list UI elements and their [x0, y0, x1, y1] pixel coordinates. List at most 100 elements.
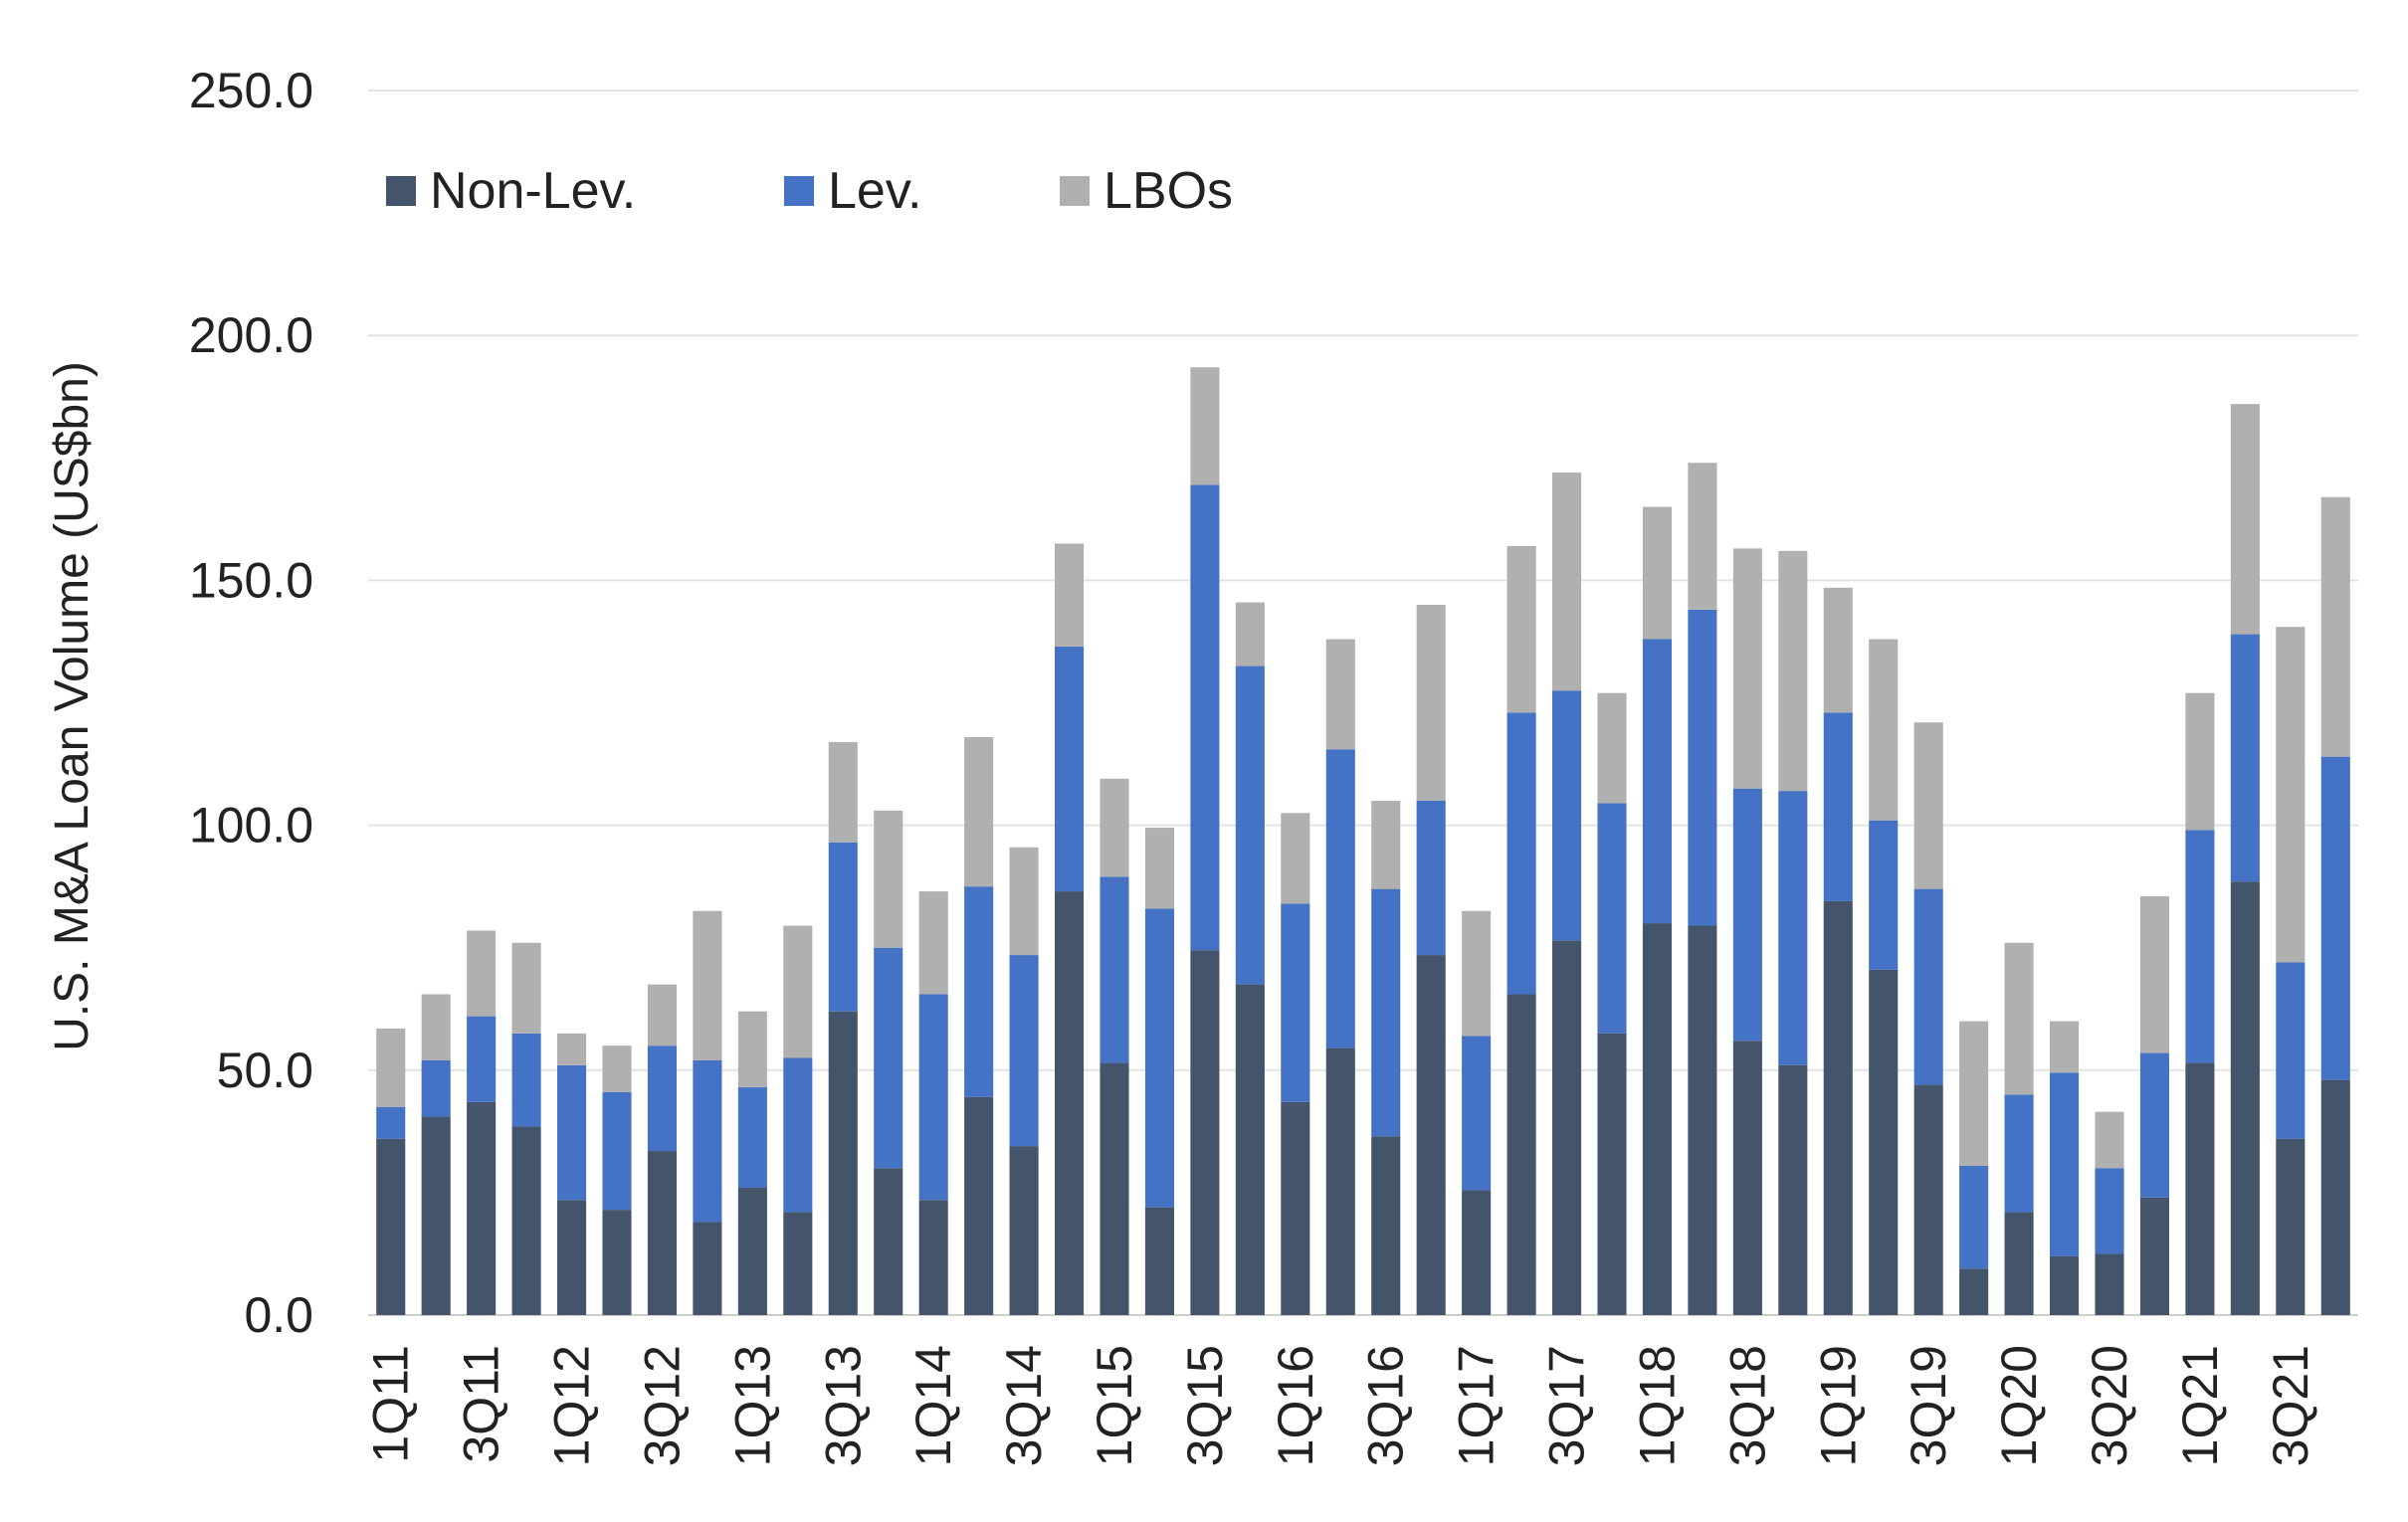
x-tick-label: 1Q20: [1991, 1345, 2047, 1466]
bar-segment-lbos-1Q12: [557, 1033, 587, 1065]
bar-segment-lev-1Q17: [1462, 1036, 1492, 1191]
bar-segment-non-lev-1Q16: [1281, 1101, 1310, 1315]
x-tick-label: 1Q17: [1449, 1345, 1505, 1466]
bar-segment-lbos-3Q17: [1552, 473, 1582, 691]
bar-segment-lev-2Q21: [2230, 634, 2260, 882]
bar-segment-lbos-3Q12: [647, 984, 677, 1046]
bar-segment-non-lev-2Q13: [783, 1212, 813, 1315]
bar-segment-non-lev-4Q16: [1416, 955, 1446, 1315]
legend-swatch-non-lev: [386, 176, 416, 206]
bar-segment-lev-1Q14: [918, 994, 948, 1201]
bar-segment-non-lev-3Q14: [1009, 1146, 1039, 1315]
bar-segment-non-lev-2Q12: [602, 1210, 632, 1315]
x-tick-label: 1Q16: [1268, 1345, 1323, 1466]
bar-segment-non-lev-2Q18: [1688, 925, 1717, 1315]
x-tick-labels: 1Q11 3Q11 1Q12 3Q12 1Q13 3Q13 1Q14 3Q14 1Q15 3Q15…: [363, 1345, 2318, 1466]
bar-segment-lbos-2Q13: [783, 925, 813, 1058]
bar-segment-lbos-4Q11: [511, 942, 541, 1034]
bar-segment-lbos-1Q18: [1642, 506, 1672, 640]
bar-segment-lbos-3Q13: [828, 741, 858, 843]
y-tick-label: 250.0: [189, 63, 313, 118]
bar-segment-lev-4Q14: [1055, 646, 1085, 892]
bar-segment-lev-1Q15: [1100, 876, 1129, 1063]
x-tick-label: 3Q14: [996, 1345, 1052, 1466]
bar-segment-lbos-3Q19: [1913, 722, 1943, 889]
y-tick-label: 50.0: [217, 1043, 313, 1098]
bar-segment-lbos-4Q16: [1416, 605, 1446, 801]
bar-segment-non-lev-1Q21: [2185, 1062, 2215, 1315]
bar-segment-lbos-2Q14: [964, 736, 994, 887]
x-tick-label: 1Q21: [2172, 1345, 2228, 1466]
bar-segment-lev-1Q16: [1281, 903, 1310, 1102]
x-tick-label: 3Q18: [1719, 1345, 1775, 1466]
legend-item-lbos: LBOs: [1060, 161, 1233, 221]
bar-segment-lbos-1Q21: [2185, 692, 2215, 831]
bar-segment-lbos-3Q20: [2095, 1111, 2124, 1169]
bar-segment-lbos-4Q14: [1055, 543, 1085, 647]
y-tick-label: 0.0: [244, 1287, 313, 1343]
x-tick-label: 3Q17: [1539, 1345, 1595, 1466]
bar-segment-non-lev-3Q20: [2095, 1253, 2124, 1315]
bar-segment-lev-4Q21: [2320, 756, 2350, 1080]
bar-segment-lbos-3Q21: [2276, 627, 2306, 963]
x-tick-label: 1Q14: [905, 1345, 961, 1466]
bar-segment-non-lev-3Q17: [1552, 940, 1582, 1315]
y-axis-label: U.S. M&A Loan Volume (US$bn): [46, 361, 99, 1051]
legend-swatch-lbos: [1060, 176, 1090, 206]
bar-segment-non-lev-3Q21: [2276, 1138, 2306, 1315]
bar-segment-non-lev-3Q12: [647, 1151, 677, 1315]
bar-segment-lbos-3Q15: [1190, 367, 1220, 485]
x-tick-label: 1Q11: [363, 1345, 419, 1463]
bar-segment-lev-2Q18: [1688, 609, 1717, 926]
bar-segment-lev-1Q21: [2185, 830, 2215, 1063]
bar-segment-lbos-4Q12: [693, 910, 722, 1060]
x-tick-label: 3Q11: [454, 1345, 509, 1463]
bar-segment-lbos-4Q13: [874, 810, 903, 948]
bar-segment-non-lev-1Q14: [918, 1200, 948, 1315]
bar-segment-non-lev-2Q14: [964, 1096, 994, 1315]
bar-segment-lbos-3Q18: [1732, 548, 1762, 789]
bar-segment-lbos-1Q20: [2004, 942, 2034, 1095]
bar-segment-non-lev-4Q18: [1778, 1064, 1808, 1315]
bar-segment-lev-2Q16: [1325, 749, 1355, 1048]
bar-segment-lev-4Q15: [1235, 666, 1265, 985]
bar-segment-non-lev-3Q19: [1913, 1084, 1943, 1315]
bar-segment-non-lev-2Q17: [1506, 994, 1536, 1315]
bar-segment-lbos-2Q11: [421, 994, 451, 1060]
bar-segment-lbos-3Q14: [1009, 847, 1039, 956]
bar-segment-non-lev-4Q13: [874, 1168, 903, 1315]
bar-segment-lev-4Q16: [1416, 800, 1446, 956]
legend-label-lbos: LBOs: [1104, 162, 1234, 220]
bar-segment-non-lev-1Q18: [1642, 923, 1672, 1315]
legend: Non-Lev. Lev. LBOs: [386, 161, 1233, 221]
bar-segment-lbos-1Q14: [918, 891, 948, 995]
bar-segment-non-lev-4Q17: [1597, 1033, 1627, 1315]
bar-segment-lbos-3Q11: [467, 930, 497, 1017]
bar-segment-lbos-4Q17: [1597, 692, 1627, 804]
bar-segment-non-lev-3Q18: [1732, 1041, 1762, 1315]
bar-segment-lev-4Q18: [1778, 791, 1808, 1065]
bar-segment-lev-2Q17: [1506, 712, 1536, 995]
bar-segment-lev-1Q20: [2004, 1094, 2034, 1213]
bar-segment-non-lev-4Q15: [1235, 984, 1265, 1315]
y-tick-label: 200.0: [189, 307, 313, 363]
bar-segment-non-lev-3Q11: [467, 1101, 497, 1315]
bar-segment-lbos-2Q15: [1144, 828, 1174, 909]
bar-segment-lev-3Q20: [2095, 1168, 2124, 1254]
legend-label-lev: Lev.: [828, 162, 922, 220]
bar-segment-lev-3Q12: [647, 1046, 677, 1152]
bar-segment-lev-4Q20: [2139, 1052, 2169, 1198]
bar-segment-lbos-2Q21: [2230, 404, 2260, 635]
bar-segment-lev-2Q19: [1869, 820, 1899, 970]
bar-segment-non-lev-4Q14: [1055, 891, 1085, 1315]
bar-segment-non-lev-2Q15: [1144, 1207, 1174, 1315]
bar-segment-lev-3Q17: [1552, 690, 1582, 941]
bar-segment-non-lev-4Q11: [511, 1126, 541, 1315]
bar-segment-lbos-1Q16: [1281, 813, 1310, 904]
bar-segment-non-lev-2Q19: [1869, 969, 1899, 1315]
bar-segment-non-lev-1Q17: [1462, 1190, 1492, 1315]
bar-segment-lbos-2Q12: [602, 1046, 632, 1092]
bar-segment-non-lev-1Q13: [737, 1187, 767, 1315]
bar-segment-lbos-4Q19: [1959, 1021, 1989, 1166]
bar-segment-lev-2Q13: [783, 1057, 813, 1213]
